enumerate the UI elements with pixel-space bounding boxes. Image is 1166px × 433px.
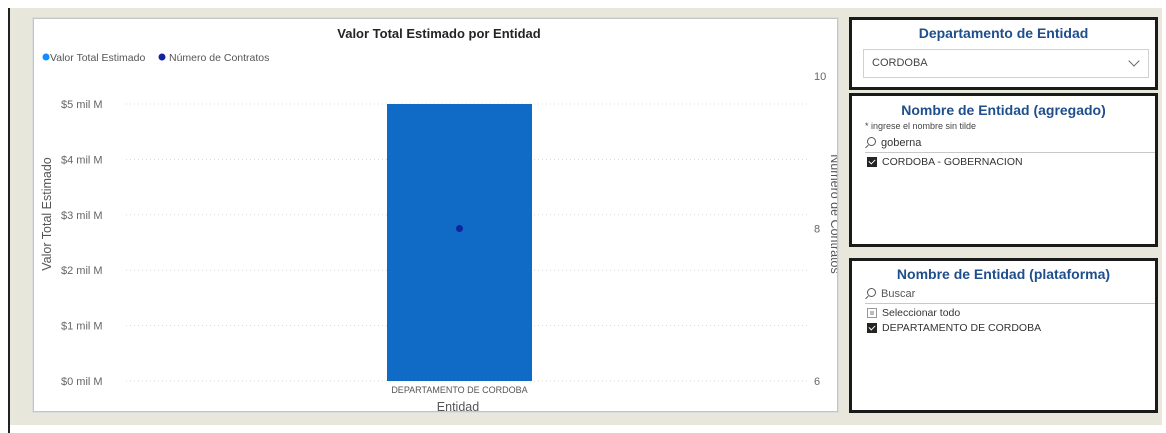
y-axis-title: Valor Total Estimado (40, 157, 54, 271)
legend-label-valor[interactable]: Valor Total Estimado (50, 52, 145, 64)
slicer-entidad-agregado: Nombre de Entidad (agregado) * ingrese e… (849, 93, 1158, 247)
chart-svg: Valor Total Estimado por Entidad Valor T… (40, 26, 837, 411)
checkbox-checked-icon[interactable] (867, 323, 877, 333)
slicer-title: Departamento de Entidad (918, 25, 1089, 41)
departamento-dropdown[interactable]: CORDOBA (863, 49, 1149, 78)
select-all-label: Seleccionar todo (882, 307, 961, 319)
checkbox-checked-icon[interactable] (867, 157, 877, 167)
slicer-entidad-plataforma: Nombre de Entidad (plataforma) Buscar Se… (849, 258, 1158, 413)
slicer-departamento: Departamento de Entidad CORDOBA (849, 17, 1158, 90)
chevron-down-icon (1128, 55, 1140, 67)
x-tick-label: DEPARTAMENTO DE CORDOBA (391, 385, 527, 395)
y2-axis-title: Número de Contratos (828, 154, 837, 274)
search-input[interactable]: goberna (865, 134, 1155, 153)
y2-tick-labels: 6 8 10 (814, 71, 826, 388)
chart-title: Valor Total Estimado por Entidad (337, 26, 541, 41)
legend: Valor Total Estimado Número de Contratos (42, 52, 269, 64)
point[interactable] (456, 225, 463, 232)
bars (387, 104, 532, 381)
y-tick-label: $4 mil M (61, 154, 103, 166)
x-axis-title: Entidad (437, 400, 479, 411)
search-placeholder: Buscar (881, 288, 916, 300)
slicer-title: Nombre de Entidad (plataforma) (896, 266, 1111, 282)
points (456, 225, 463, 232)
y-tick-labels: $0 mil M $1 mil M $2 mil M $3 mil M $4 mil M… (61, 99, 103, 388)
y-tick-label: $1 mil M (61, 321, 103, 333)
y-tick-label: $2 mil M (61, 265, 103, 277)
search-value: goberna (881, 137, 922, 149)
slicer-note: * ingrese el nombre sin tilde (865, 121, 977, 131)
search-input[interactable]: Buscar (865, 285, 1155, 304)
left-border (8, 8, 10, 433)
legend-marker-valor (42, 53, 50, 61)
slicer-title: Nombre de Entidad (agregado) (901, 102, 1106, 118)
y2-tick-label: 10 (814, 71, 826, 83)
legend-label-contratos[interactable]: Número de Contratos (169, 52, 269, 64)
x-tick-labels: DEPARTAMENTO DE CORDOBA (391, 385, 527, 395)
search-icon (867, 137, 876, 146)
dropdown-selected-value: CORDOBA (872, 57, 928, 69)
y2-tick-label: 6 (814, 376, 820, 388)
y2-tick-label: 8 (814, 224, 820, 236)
list-item-label: DEPARTAMENTO DE CORDOBA (882, 322, 1042, 334)
y-tick-label: $5 mil M (61, 99, 103, 111)
list-item-label: CORDOBA - GOBERNACION (882, 156, 1023, 168)
combo-chart-visual[interactable]: Valor Total Estimado por Entidad Valor T… (33, 18, 838, 412)
bar[interactable] (387, 104, 532, 381)
search-icon (867, 288, 876, 297)
legend-marker-contratos (158, 53, 166, 61)
y-tick-label: $3 mil M (61, 210, 103, 222)
y-tick-label: $0 mil M (61, 376, 103, 388)
checkbox-partial-icon[interactable] (867, 308, 877, 318)
